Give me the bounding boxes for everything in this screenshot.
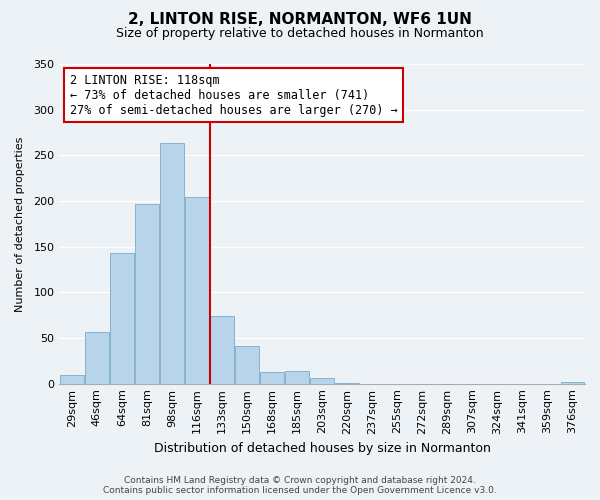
Bar	[285, 371, 309, 384]
Bar	[310, 378, 334, 384]
Bar	[235, 346, 259, 384]
Bar	[185, 198, 209, 384]
Bar	[560, 382, 584, 384]
Text: 2 LINTON RISE: 118sqm
← 73% of detached houses are smaller (741)
27% of semi-det: 2 LINTON RISE: 118sqm ← 73% of detached …	[70, 74, 398, 116]
Bar	[210, 316, 234, 384]
Bar	[60, 374, 84, 384]
Text: Contains HM Land Registry data © Crown copyright and database right 2024.
Contai: Contains HM Land Registry data © Crown c…	[103, 476, 497, 495]
Bar	[160, 144, 184, 384]
Bar	[85, 332, 109, 384]
Bar	[335, 383, 359, 384]
X-axis label: Distribution of detached houses by size in Normanton: Distribution of detached houses by size …	[154, 442, 491, 455]
Y-axis label: Number of detached properties: Number of detached properties	[15, 136, 25, 312]
Bar	[135, 204, 159, 384]
Bar	[260, 372, 284, 384]
Bar	[110, 253, 134, 384]
Text: 2, LINTON RISE, NORMANTON, WF6 1UN: 2, LINTON RISE, NORMANTON, WF6 1UN	[128, 12, 472, 28]
Text: Size of property relative to detached houses in Normanton: Size of property relative to detached ho…	[116, 28, 484, 40]
